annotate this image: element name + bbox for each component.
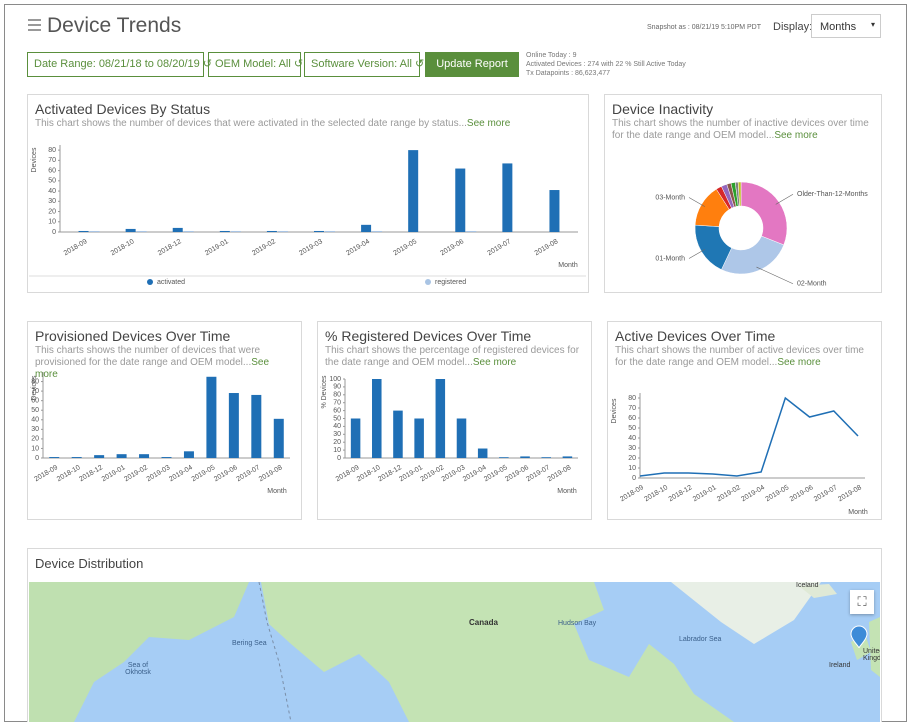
- filter-text: Date Range: 08/21/18 to 08/20/19: [34, 58, 200, 70]
- map[interactable]: ⛶ Iceland Canada Hudson Bay Labrador Sea…: [29, 582, 880, 722]
- land: [869, 617, 880, 677]
- stat: Tx Datapoints : 86,623,477: [526, 70, 611, 77]
- stat: Online Today : 9: [526, 52, 577, 59]
- subtitle-text: This chart shows the number of inactive …: [612, 118, 869, 141]
- map-label: Bering Sea: [232, 640, 267, 647]
- select-arrow: ▾: [870, 20, 875, 29]
- panel: Activated Devices By Status This chart s…: [27, 94, 589, 293]
- snapshot: Snapshot as : 08/21/19 5:10PM PDT: [647, 24, 762, 31]
- map-panel: Device Distribution ⛶ Iceland Canada Hud…: [27, 548, 882, 722]
- filter-text: OEM Model: All: [215, 58, 291, 70]
- page-title: Device Trends: [47, 14, 182, 37]
- panel-title: Active Devices Over Time: [615, 328, 776, 344]
- fullscreen-button[interactable]: ⛶: [850, 590, 874, 614]
- panel-title: % Registered Devices Over Time: [325, 328, 532, 344]
- filter-date[interactable]: Date Range: 08/21/18 to 08/20/19 ↺: [27, 52, 212, 77]
- land: [261, 582, 734, 722]
- subtitle-text: This chart shows the percentage of regis…: [325, 345, 580, 368]
- land: [799, 584, 837, 598]
- panel-title: Device Inactivity: [612, 101, 714, 117]
- display-select[interactable]: Months ▾: [811, 14, 881, 38]
- date-line: [258, 582, 292, 722]
- filter-text: Software Version: All: [311, 58, 412, 70]
- panel: Active Devices Over Time This chart show…: [607, 321, 882, 520]
- subtitle-text: This chart shows the number of devices t…: [35, 118, 467, 129]
- stat: Activated Devices : 274 with 22 % Still …: [526, 61, 686, 68]
- map-label: Sea of Okhotsk: [125, 662, 151, 676]
- water: [577, 622, 639, 670]
- marker[interactable]: [850, 625, 868, 649]
- map-label: Ireland: [829, 662, 851, 669]
- panel-title: Device Distribution: [35, 556, 144, 571]
- see-more[interactable]: See more: [466, 118, 511, 129]
- map-label: United Kingdom: [863, 648, 880, 662]
- update-button[interactable]: Update Report: [425, 52, 519, 77]
- filter-software[interactable]: Software Version: All ↺: [304, 52, 424, 77]
- panel-subtitle: This chart shows the percentage of regis…: [325, 345, 585, 369]
- filter-oem[interactable]: OEM Model: All ↺: [208, 52, 303, 77]
- panel-title: Provisioned Devices Over Time: [35, 328, 231, 344]
- panel: % Registered Devices Over Time This char…: [317, 321, 592, 520]
- land: [29, 582, 249, 722]
- panel-subtitle: This chart shows the number of inactive …: [612, 118, 874, 142]
- menu-icon[interactable]: [28, 19, 41, 31]
- panel-subtitle: This chart shows the number of devices t…: [35, 118, 580, 130]
- map-label: Hudson Bay: [558, 620, 597, 627]
- map-label: Canada: [469, 618, 498, 627]
- see-more[interactable]: See more: [472, 357, 517, 368]
- see-more[interactable]: See more: [774, 130, 818, 141]
- subtitle-text: This chart shows the number of active de…: [615, 345, 864, 368]
- map-label: Labrador Sea: [679, 636, 722, 643]
- subtitle-text: This charts shows the number of devices …: [35, 345, 261, 368]
- map-label: Iceland: [796, 582, 819, 589]
- panel: Device Inactivity This chart shows the n…: [604, 94, 882, 293]
- panel-subtitle: This charts shows the number of devices …: [35, 345, 290, 381]
- panel: Provisioned Devices Over Time This chart…: [27, 321, 302, 520]
- display-label: Display:: [773, 21, 813, 33]
- see-more[interactable]: See more: [35, 357, 270, 380]
- panel-title: Activated Devices By Status: [35, 101, 211, 117]
- map-shapes: [29, 582, 880, 722]
- see-more[interactable]: See more: [777, 357, 821, 368]
- panel-subtitle: This chart shows the number of active de…: [615, 345, 877, 369]
- land: [671, 582, 821, 644]
- display-value: Months: [820, 21, 857, 33]
